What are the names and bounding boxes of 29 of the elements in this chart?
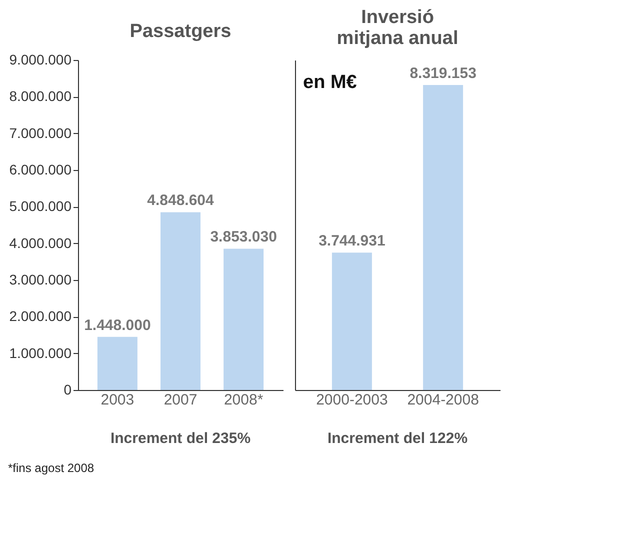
data-label: 1.448.000 (84, 316, 151, 334)
x-tick-label: 2008* (224, 392, 264, 408)
data-label: 4.848.604 (147, 192, 215, 210)
y-tick-label: 2.000.000 (9, 308, 72, 324)
chart-title: Passatgers (130, 21, 232, 42)
text: Increment del 122% (327, 430, 468, 447)
y-tick-label: 1.000.000 (9, 344, 72, 361)
data-label: 8.319.153 (410, 64, 476, 82)
x-tick-label: 2000-2003 (316, 392, 388, 408)
chart-title: Inversió mitjana anual (336, 7, 458, 49)
y-tick-label: 6.000.000 (9, 162, 72, 178)
data-label: 3.853.030 (210, 228, 277, 246)
y-tick-label: 9.000.000 (9, 52, 72, 68)
y-tick-label: 0 (64, 382, 72, 398)
data-label: 3.744.931 (318, 232, 386, 250)
text: *fins agost 2008 (8, 461, 94, 475)
x-tick-label: 2007 (164, 392, 198, 408)
x-tick-label: 2003 (100, 392, 134, 408)
y-tick-label: 7.000.000 (9, 124, 72, 141)
y-tick-label: 4.000.000 (9, 234, 72, 251)
bar (224, 248, 264, 390)
y-tick-label: 3.000.000 (9, 272, 72, 288)
x-tick-label: 2004-2008 (407, 392, 479, 408)
bar (160, 212, 200, 390)
text: en M€ (303, 72, 358, 93)
text: Increment del 235% (110, 430, 251, 447)
bar (97, 336, 138, 390)
y-tick-label: 5.000.000 (9, 198, 72, 214)
y-tick-label: 8.000.000 (9, 88, 72, 104)
